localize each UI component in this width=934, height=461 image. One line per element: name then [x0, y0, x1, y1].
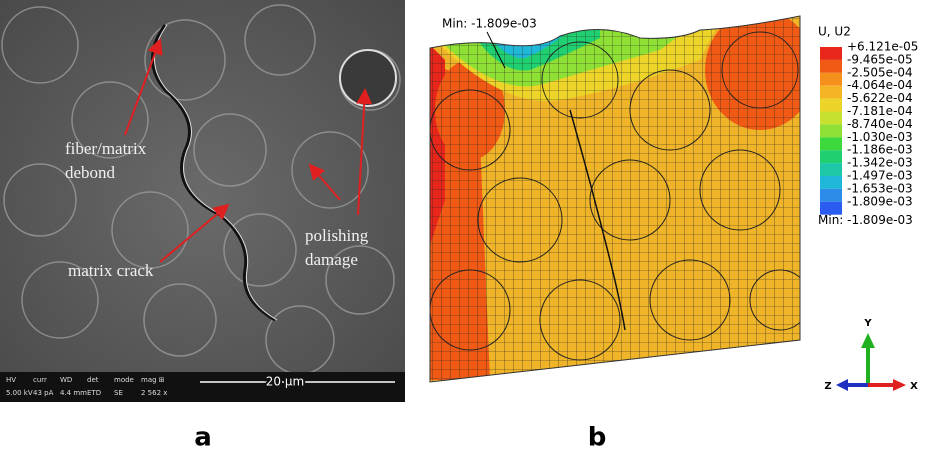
fe-contour: Min: -1.809e-03	[425, 10, 815, 390]
legend-band	[820, 163, 842, 176]
legend-value: -1.653e-03	[847, 181, 913, 195]
info-value: 43 pA	[33, 389, 54, 397]
annotation: damage	[305, 250, 358, 269]
info-value: 2 562 x	[141, 389, 167, 397]
info-header: curr	[33, 376, 47, 384]
legend-footer: Min: -1.809e-03	[818, 213, 913, 227]
info-value: 4.4 mm	[60, 389, 87, 397]
legend-value: -8.740e-04	[847, 117, 913, 131]
legend-band	[820, 176, 842, 189]
axis-label: Z	[824, 381, 831, 392]
min-marker: Min: -1.809e-03	[442, 17, 537, 31]
axis-triad: Y Z X	[824, 318, 918, 392]
info-value: SE	[114, 389, 123, 397]
info-header: mode	[114, 376, 134, 384]
annotation: polishing	[305, 226, 369, 245]
figure: fiber/matrix debond matrix crack polishing d…	[0, 0, 934, 457]
info-header: det	[87, 376, 99, 384]
sem-image: fiber/matrix debond matrix crack polishing d…	[0, 0, 405, 402]
legend-value: +6.121e-05	[847, 40, 918, 54]
legend-band	[820, 112, 842, 125]
info-header: mag ⊞	[141, 376, 165, 384]
legend-value: -4.064e-04	[847, 78, 913, 92]
scale-bar-label: 20 µm	[266, 375, 304, 389]
legend-band	[820, 47, 842, 60]
info-header: WD	[60, 376, 72, 384]
legend-band	[820, 124, 842, 137]
legend-band	[820, 150, 842, 163]
legend-band	[820, 99, 842, 112]
legend-value: -5.622e-04	[847, 91, 913, 105]
legend-value: -1.030e-03	[847, 130, 913, 144]
legend-band	[820, 73, 842, 86]
legend-value: -2.505e-04	[847, 65, 913, 79]
legend-value: -7.181e-04	[847, 104, 913, 118]
legend-band	[820, 189, 842, 202]
legend-value: -1.809e-03	[847, 194, 913, 208]
legend-band	[820, 137, 842, 150]
panel-label: a	[194, 423, 212, 453]
legend-title: U, U2	[818, 25, 851, 39]
annotation: fiber/matrix	[65, 139, 147, 158]
info-header: HV	[6, 376, 16, 384]
info-value: ETD	[87, 389, 101, 397]
annotation: debond	[65, 163, 116, 182]
legend-value: -9.465e-05	[847, 52, 913, 66]
legend-value: -1.186e-03	[847, 143, 913, 157]
info-value: 5.00 kV	[6, 389, 33, 397]
legend-value: -1.342e-03	[847, 156, 913, 170]
legend-value: -1.497e-03	[847, 169, 913, 183]
axis-label: X	[910, 381, 918, 392]
panel-label: b	[588, 423, 607, 453]
legend-band	[820, 86, 842, 99]
legend-band	[820, 60, 842, 73]
axis-label: Y	[863, 318, 872, 329]
annotation: matrix crack	[68, 261, 154, 280]
